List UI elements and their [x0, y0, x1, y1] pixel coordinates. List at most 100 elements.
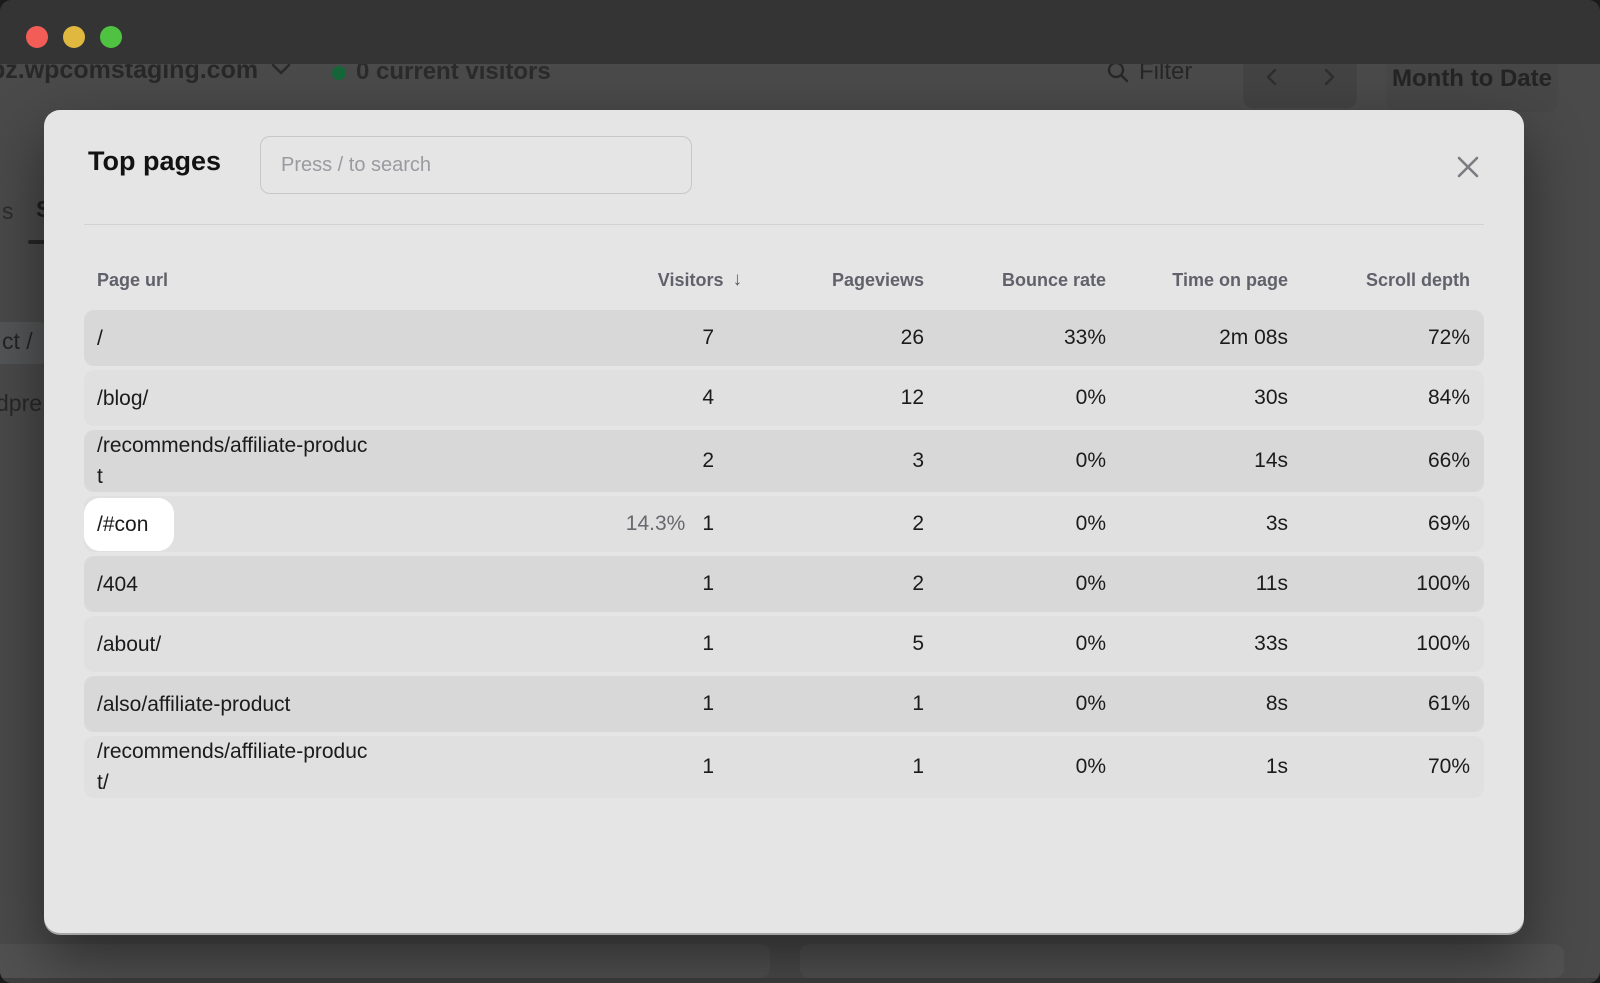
time-on-page-cell: 30s — [1254, 386, 1288, 409]
visitors-cell: 2 — [554, 449, 742, 473]
close-window-button[interactable] — [26, 26, 48, 48]
visitors-value: 1 — [702, 755, 714, 778]
live-visitors-dot-icon — [332, 66, 346, 80]
close-icon — [1455, 154, 1481, 180]
bounce-rate-cell: 0% — [1075, 692, 1106, 715]
sort-desc-icon: ↓ — [732, 269, 743, 290]
window-titlebar — [0, 0, 1600, 64]
chevron-down-icon[interactable] — [270, 62, 292, 76]
active-tab-underline — [28, 240, 50, 244]
close-modal-button[interactable] — [1448, 147, 1488, 187]
scroll-depth-cell: 69% — [1427, 512, 1470, 535]
scroll-depth-cell: 72% — [1427, 326, 1470, 349]
bounce-rate-cell: 33% — [1063, 326, 1106, 349]
visitors-value: 2 — [702, 449, 714, 472]
visitors-value: 1 — [702, 572, 714, 595]
clipped-row-highlight — [0, 322, 46, 364]
search-input[interactable] — [260, 136, 692, 194]
modal-title: Top pages — [88, 146, 222, 176]
page-url-cell: /404 — [84, 569, 554, 600]
page-url: / — [97, 326, 103, 350]
visitors-cell: 1 — [554, 692, 742, 716]
visitors-cell: 14.3% 1 — [554, 512, 742, 536]
pageviews-cell: 2 — [912, 512, 924, 535]
pageviews-cell: 3 — [912, 449, 924, 472]
time-on-page-cell: 11s — [1255, 572, 1288, 595]
table-row[interactable]: /404 1 2 0% 11s 100% — [84, 556, 1484, 612]
bounce-rate-cell: 0% — [1075, 632, 1106, 655]
time-on-page-cell: 3s — [1265, 512, 1288, 535]
table-row[interactable]: /recommends/affiliate-product 2 3 0% 14s… — [84, 430, 1484, 492]
visitors-value: 1 — [702, 512, 714, 535]
pageviews-cell: 2 — [912, 572, 924, 595]
time-on-page-cell: 8s — [1265, 692, 1288, 715]
clipped-text-fragment: dpre — [0, 390, 43, 416]
page-url-cell: /recommends/affiliate-product/ — [84, 736, 554, 798]
zoom-window-button[interactable] — [100, 26, 122, 48]
page-url: /about/ — [97, 632, 162, 656]
page-url: /also/affiliate-product — [97, 692, 291, 716]
visitors-cell: 1 — [554, 755, 742, 779]
table-row[interactable]: /recommends/affiliate-product/ 1 1 0% 1s… — [84, 736, 1484, 798]
page-url-cell: / — [84, 323, 554, 354]
column-header-visitors[interactable]: Visitors ↓ — [554, 269, 742, 291]
scroll-depth-cell: 100% — [1416, 572, 1470, 595]
pageviews-cell: 12 — [900, 386, 924, 409]
scroll-depth-cell: 84% — [1427, 386, 1470, 409]
bounce-rate-cell: 0% — [1075, 572, 1106, 595]
bounce-rate-cell: 0% — [1075, 512, 1106, 535]
table-row[interactable]: /blog/ 4 12 0% 30s 84% — [84, 370, 1484, 426]
nav-prev-button[interactable] — [1262, 66, 1282, 88]
column-header-page-url[interactable]: Page url — [97, 269, 169, 290]
page-url-cell: /blog/ — [84, 383, 554, 414]
pageviews-cell: 5 — [912, 632, 924, 655]
background-card — [0, 944, 770, 978]
page-url-cell: /recommends/affiliate-product — [84, 430, 554, 492]
clipped-breadcrumb-fragment: ct / — [2, 328, 33, 354]
column-header-bounce-rate[interactable]: Bounce rate — [1001, 269, 1106, 290]
visitors-value: 7 — [702, 326, 714, 349]
time-on-page-cell: 1s — [1265, 755, 1288, 778]
page-url: /404 — [97, 572, 138, 596]
bottom-strip — [0, 978, 1600, 983]
table-row[interactable]: / 7 26 33% 2m 08s 72% — [84, 310, 1484, 366]
visitors-cell: 1 — [554, 632, 742, 656]
scroll-depth-cell: 100% — [1416, 632, 1470, 655]
minimize-window-button[interactable] — [63, 26, 85, 48]
time-on-page-cell: 2m 08s — [1219, 326, 1288, 349]
header-divider — [84, 224, 1484, 225]
pageviews-cell: 1 — [912, 692, 924, 715]
bounce-rate-cell: 0% — [1075, 755, 1106, 778]
visitors-value: 4 — [702, 386, 714, 409]
pageviews-cell: 26 — [900, 326, 924, 349]
visitors-cell: 7 — [554, 326, 742, 350]
page-url-cell: /#con — [84, 497, 554, 551]
traffic-lights — [26, 26, 122, 48]
visitors-cell: 1 — [554, 572, 742, 596]
table-header-row: Page url Visitors ↓ Pageviews Bounce rat… — [84, 250, 1484, 310]
table-row[interactable]: /about/ 1 5 0% 33s 100% — [84, 616, 1484, 672]
table-row[interactable]: /#con 14.3% 1 2 0% 3s 69% — [84, 496, 1484, 552]
clipped-tab-fragment: s — [2, 198, 14, 224]
table-row[interactable]: /also/affiliate-product 1 1 0% 8s 61% — [84, 676, 1484, 732]
table-body: / 7 26 33% 2m 08s 72% /blog/ 4 12 0% 30s… — [84, 310, 1484, 798]
page-url: /blog/ — [97, 386, 149, 410]
pageviews-cell: 1 — [912, 755, 924, 778]
column-header-time-on-page[interactable]: Time on page — [1172, 269, 1288, 290]
column-header-scroll-depth[interactable]: Scroll depth — [1365, 269, 1470, 290]
top-pages-modal: Top pages Page url Visitors ↓ Pageviews … — [44, 110, 1524, 933]
bounce-rate-cell: 0% — [1075, 386, 1106, 409]
column-header-visitors-label: Visitors — [657, 269, 724, 290]
time-on-page-cell: 14s — [1254, 449, 1288, 472]
page-url: /recommends/affiliate-product/ — [97, 740, 368, 794]
page-url: /#con — [84, 497, 175, 551]
background-card — [800, 944, 1564, 978]
nav-next-button[interactable] — [1319, 66, 1339, 88]
visitors-value: 1 — [702, 692, 714, 715]
scroll-depth-cell: 61% — [1427, 692, 1470, 715]
scroll-depth-cell: 70% — [1427, 755, 1470, 778]
top-pages-table: Page url Visitors ↓ Pageviews Bounce rat… — [84, 250, 1484, 802]
scroll-depth-cell: 66% — [1427, 449, 1470, 472]
column-header-pageviews[interactable]: Pageviews — [831, 269, 924, 290]
